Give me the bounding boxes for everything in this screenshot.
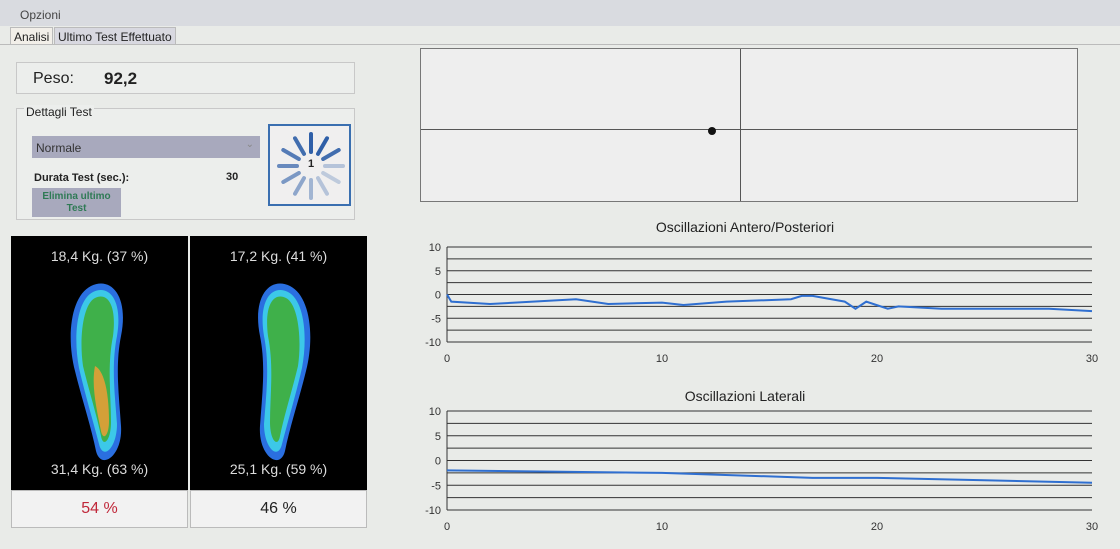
left-foot-pressure-map — [70, 283, 123, 461]
spinner-value: 1 — [308, 158, 315, 170]
tab-ultimo-test[interactable]: Ultimo Test Effettuato — [54, 27, 176, 45]
spinner-segment — [316, 136, 329, 156]
right-foot-panel: 17,2 Kg. (41 %) 25,1 Kg. (59 %) — [190, 236, 367, 490]
x-tick-label: 0 — [444, 353, 450, 365]
elimina-ultimo-test-button[interactable]: Elimina ultimo Test — [32, 188, 121, 217]
left-foot-top-load: 18,4 Kg. (37 %) — [50, 248, 149, 264]
spinner-segment — [293, 136, 306, 156]
x-tick-label: 20 — [871, 521, 883, 533]
y-tick-label: 0 — [435, 456, 441, 468]
menu-opzioni[interactable]: Opzioni — [20, 8, 61, 22]
y-tick-label: 10 — [429, 242, 441, 254]
series-line — [446, 469, 1093, 484]
x-tick-label: 20 — [871, 353, 883, 365]
left-foot-panel: 18,4 Kg. (37 %) 31,4 Kg. (63 %) — [11, 236, 188, 490]
tab-analisi[interactable]: Analisi — [10, 27, 54, 45]
right-foot-pressure-map — [258, 283, 311, 461]
countdown-spinner: 1 — [268, 124, 351, 206]
y-tick-label: -10 — [425, 505, 441, 517]
peso-label: Peso: — [33, 70, 74, 87]
right-foot-top-load: 17,2 Kg. (41 %) — [229, 248, 328, 264]
stabilogram-horizontal-axis — [421, 129, 1077, 130]
spinner-segment — [281, 171, 301, 184]
spinner-segment — [281, 148, 301, 161]
ap-chart-title: Oscillazioni Antero/Posteriori — [655, 219, 835, 235]
spinner-segment — [293, 176, 306, 196]
peso-panel — [16, 62, 355, 94]
left-foot-bottom-load: 31,4 Kg. (63 %) — [50, 461, 149, 477]
mode-value: Normale — [36, 141, 82, 155]
dettagli-test-title: Dettagli Test — [24, 105, 94, 119]
y-tick-label: 0 — [435, 290, 441, 302]
tab-divider — [0, 44, 1120, 45]
center-of-pressure-point — [708, 127, 716, 135]
spinner-segment — [321, 148, 341, 161]
x-tick-label: 10 — [656, 521, 668, 533]
y-tick-label: 10 — [429, 406, 441, 418]
peso-value: 92,2 — [104, 69, 138, 88]
right-foot-percent: 46 % — [190, 490, 367, 528]
y-tick-label: -10 — [425, 337, 441, 349]
durata-label: Durata Test (sec.): — [34, 172, 130, 184]
lateral-chart-title: Oscillazioni Laterali — [684, 388, 806, 404]
y-tick-label: -5 — [431, 313, 441, 325]
spinner-segment — [316, 176, 329, 196]
right-foot-bottom-load: 25,1 Kg. (59 %) — [229, 461, 328, 477]
spinner-icon — [277, 132, 345, 200]
y-tick-label: 5 — [435, 266, 441, 278]
spinner-segment — [321, 171, 341, 184]
x-tick-label: 30 — [1086, 353, 1098, 365]
x-tick-label: 30 — [1086, 521, 1098, 533]
y-tick-label: 5 — [435, 431, 441, 443]
series-line — [446, 293, 1093, 313]
durata-value: 30 — [226, 171, 239, 183]
stabilogram-vertical-axis — [740, 49, 741, 201]
x-tick-label: 10 — [656, 353, 668, 365]
menu-bar — [0, 0, 1120, 26]
chevron-down-icon: ⌄ — [245, 139, 254, 150]
left-foot-percent: 54 % — [11, 490, 188, 528]
stabilogram — [420, 48, 1078, 202]
y-tick-label: -5 — [431, 480, 441, 492]
mode-select[interactable]: Normale ⌄ — [32, 136, 260, 158]
x-tick-label: 0 — [444, 521, 450, 533]
